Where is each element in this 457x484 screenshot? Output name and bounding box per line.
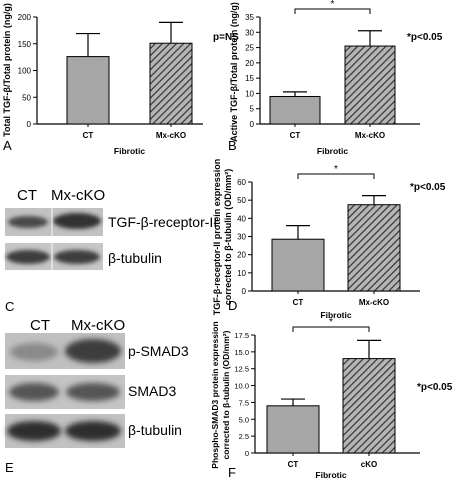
chart-f-category-label: CT — [288, 460, 299, 469]
blot-c-band-1-ct — [8, 216, 48, 228]
blot-c-band-label-1: TGF-β-receptor-II — [108, 214, 217, 230]
blot-panel-e: CT Mx-cKO p-SMAD3 SMAD3 β-tubulin E — [5, 317, 189, 475]
blot-c-header-ct: CT — [17, 187, 37, 204]
chart-a-bar-ct — [66, 56, 110, 125]
chart-d-y-tick-label: 40 — [237, 214, 246, 223]
blot-c-band-1-cko — [53, 213, 101, 229]
chart-d-significance-star: * — [334, 164, 338, 175]
chart-f-y-tick-label: 17.5 — [234, 331, 249, 340]
chart-b-y-tick-label: 10 — [245, 89, 254, 98]
chart-a-y-tick-label: 200 — [18, 13, 32, 22]
chart-f-y-tick-label: 0 — [245, 449, 249, 458]
blot-e-band-2-cko — [66, 383, 120, 401]
chart-f-x-label: Fibrotic — [315, 470, 346, 480]
chart-panel-d: 0 10 20 30 40 50 60 CT Mx-cKO Fibrotic * *p<0.05 TGF… — [212, 159, 446, 320]
chart-d-bar-ct — [271, 238, 325, 292]
chart-f-category-label: cKO — [361, 460, 377, 469]
panel-label-e: E — [5, 460, 14, 475]
chart-b-p-value: *p<0.05 — [407, 32, 443, 43]
chart-a-y-label: Total TGF-β/Total protein (ng/g) — [2, 3, 12, 137]
chart-f-y-tick-label: 15.0 — [234, 348, 249, 357]
blot-e-band-3-ct — [7, 421, 61, 441]
chart-f-y-tick-label: 12.5 — [234, 365, 249, 374]
chart-panel-f: 0 2.5 5.0 7.5 10.0 12.5 15.0 17.5 CT cKO Fibrotic *… — [210, 317, 453, 480]
blot-e-header-ct: CT — [30, 317, 50, 334]
chart-d-y-tick-label: 0 — [242, 287, 247, 296]
blot-c-band-2-cko — [54, 250, 100, 264]
chart-b-significance-bracket — [294, 8, 371, 14]
chart-b-bar-ct — [269, 95, 321, 125]
chart-a-y-tick-label: 50 — [22, 93, 31, 102]
blot-e-band-2-ct — [9, 383, 59, 401]
chart-a-y-tick-label: 150 — [18, 40, 32, 49]
chart-f-y-tick-label: 2.5 — [239, 432, 249, 441]
panel-label-f: F — [228, 465, 236, 480]
blot-c-header-cko: Mx-cKO — [51, 187, 105, 204]
chart-b-bar-cko — [344, 45, 396, 125]
chart-b-category-label: CT — [290, 131, 301, 140]
chart-a-y-tick-label: 0 — [27, 120, 32, 129]
chart-d-bar-cko — [347, 204, 401, 292]
panel-label-c: C — [5, 299, 14, 314]
chart-f-y-label-line-1: Phospho-SMAD3 protein expression — [210, 321, 220, 468]
chart-b-y-tick-label: 20 — [245, 59, 254, 68]
chart-f-significance-bracket — [292, 326, 370, 332]
chart-b-y-tick-label: 35 — [245, 13, 254, 22]
chart-f-bar-cko — [342, 358, 396, 454]
chart-a-x-label: Fibrotic — [114, 146, 145, 156]
chart-f-y-label-line-2: corrected to β-tubulin (OD/mm²) — [221, 330, 231, 459]
chart-d-category-label: CT — [293, 298, 304, 307]
chart-d-p-value: *p<0.05 — [410, 182, 446, 193]
blot-c-band-2-ct — [6, 250, 50, 264]
blot-e-header-cko: Mx-cKO — [71, 317, 125, 334]
chart-f-bar-ct — [266, 405, 320, 454]
chart-a-p-value: p=NS — [213, 32, 239, 43]
chart-d-category-label: Mx-cKO — [359, 298, 389, 307]
chart-f-p-value: *p<0.05 — [417, 382, 453, 393]
blot-e-band-1-cko — [65, 339, 121, 363]
chart-f-y-tick-label: 5.0 — [239, 415, 249, 424]
panel-label-a: A — [3, 138, 12, 153]
chart-d-y-tick-label: 10 — [237, 269, 246, 278]
chart-b-x-label: Fibrotic — [317, 146, 348, 156]
chart-f-significance-star: * — [329, 317, 333, 328]
blot-e-band-1-ct — [10, 343, 58, 361]
panel-label-d: D — [228, 298, 237, 313]
chart-panel-b: 0 5 10 15 20 25 30 35 CT Mx-cKO Fibrotic * *p<0.05 Ac… — [228, 0, 443, 156]
chart-d-y-tick-label: 60 — [237, 178, 246, 187]
blot-e-band-label-1: p-SMAD3 — [128, 343, 189, 359]
chart-d-y-label-line-1: TGF-β-receptor-II protein expression — [212, 159, 222, 316]
chart-b-y-tick-label: 5 — [250, 105, 255, 114]
chart-d-x-label: Fibrotic — [320, 310, 351, 320]
blot-e-band-label-3: β-tubulin — [128, 422, 182, 438]
chart-b-y-label: Active TGF-β/Total protein (ng/g) — [229, 2, 239, 142]
chart-d-y-label-line-2: corrected to β-tubulin (OD/mm²) — [223, 169, 233, 306]
chart-f-y-tick-label: 10.0 — [234, 382, 249, 391]
chart-d-y-tick-label: 50 — [237, 196, 246, 205]
chart-panel-a: 0 50 100 150 200 CT Mx-cKO Fibrotic p=NS Total TG… — [2, 3, 239, 156]
chart-d-y-tick-label: 30 — [237, 233, 246, 242]
chart-a-category-label: Mx-cKO — [156, 131, 186, 140]
chart-b-y-tick-label: 30 — [245, 28, 254, 37]
blot-e-band-label-2: SMAD3 — [128, 383, 176, 399]
chart-d-significance-bracket — [297, 173, 375, 179]
chart-f-y-tick-label: 7.5 — [239, 398, 249, 407]
blot-c-band-label-2: β-tubulin — [108, 250, 162, 266]
chart-a-bar-cko — [149, 42, 193, 125]
chart-b-y-tick-label: 25 — [245, 44, 254, 53]
chart-b-y-tick-label: 0 — [250, 120, 255, 129]
chart-b-category-label: Mx-cKO — [355, 131, 385, 140]
blot-e-band-3-cko — [65, 421, 121, 441]
chart-a-category-label: CT — [83, 131, 94, 140]
chart-d-y-tick-label: 20 — [237, 251, 246, 260]
panel-label-b: B — [228, 138, 237, 153]
chart-b-significance-star: * — [331, 0, 335, 10]
chart-a-y-tick-label: 100 — [18, 67, 32, 76]
blot-panel-c: CT Mx-cKO TGF-β-receptor-II β-tubulin C — [5, 187, 217, 314]
chart-b-y-tick-label: 15 — [245, 74, 254, 83]
